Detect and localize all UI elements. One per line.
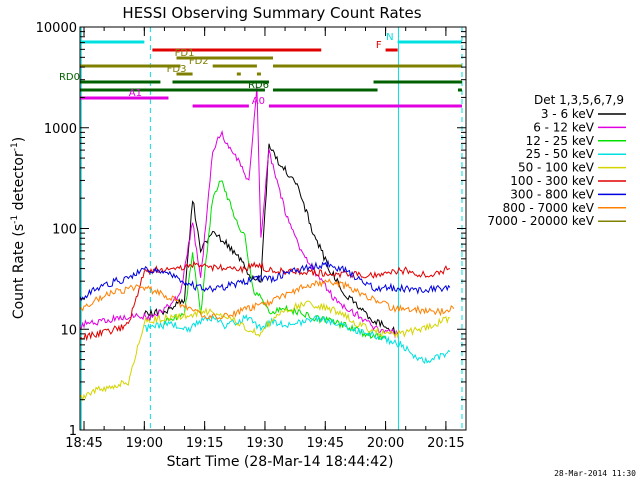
flag-label-rd6: RD6: [248, 80, 269, 91]
series-line-3: [144, 313, 451, 364]
x-tick-label-6: 20:15: [427, 436, 464, 451]
y-axis-label: Count Rate (s-1 detector-1): [10, 137, 27, 319]
x-tick-label-2: 19:15: [186, 436, 223, 451]
footer-timestamp: 28-Mar-2014 11:30: [554, 469, 636, 478]
series-line-0: [143, 143, 399, 337]
legend-label-7: 800 - 7000 keV: [503, 201, 595, 215]
legend-label-6: 300 - 800 keV: [510, 187, 594, 201]
legend-title: Det 1,3,5,6,7,9: [534, 93, 624, 107]
series-line-4: [79, 300, 450, 402]
legend-label-1: 6 - 12 keV: [533, 120, 595, 134]
flag-label-a0: A0: [252, 96, 265, 107]
y-tick-label-4: 10000: [36, 21, 77, 36]
legend-label-3: 25 - 50 keV: [526, 147, 595, 161]
y-tick-label-2: 100: [52, 223, 77, 238]
flag-label-fd1: FD1: [175, 48, 195, 59]
legend-label-2: 12 - 25 keV: [526, 134, 595, 148]
flag-label-rd0: RD0: [59, 72, 80, 83]
flag-label-fd3: FD3: [167, 64, 187, 75]
series-line-6: [79, 259, 451, 302]
flag-label-n: N: [386, 32, 393, 43]
legend-label-8: 7000 - 20000 keV: [487, 214, 594, 228]
legend-label-5: 100 - 300 keV: [510, 174, 594, 188]
series-line-2: [163, 180, 387, 341]
x-tick-label-0: 18:45: [65, 436, 102, 451]
y-tick-label-0: 1: [69, 424, 77, 439]
series-line-1: [79, 86, 399, 339]
legend-label-0: 3 - 6 keV: [541, 107, 595, 121]
series-line-7: [79, 278, 455, 320]
flag-label-f: F: [376, 40, 382, 51]
x-tick-label-3: 19:30: [246, 436, 283, 451]
x-axis-label: Start Time (28-Mar-14 18:44:42): [167, 454, 394, 470]
chart-title: HESSI Observing Summary Count Rates: [122, 4, 421, 22]
flag-label-a1: A1: [129, 88, 142, 99]
series-line-5: [79, 260, 451, 342]
x-tick-label-4: 19:45: [307, 436, 344, 451]
y-tick-label-1: 10: [60, 323, 77, 338]
x-tick-label-1: 19:00: [126, 436, 163, 451]
flag-label-fd2: FD2: [189, 56, 209, 67]
y-tick-label-3: 1000: [44, 122, 77, 137]
x-tick-label-5: 20:00: [367, 436, 404, 451]
legend-label-4: 50 - 100 keV: [518, 161, 595, 175]
